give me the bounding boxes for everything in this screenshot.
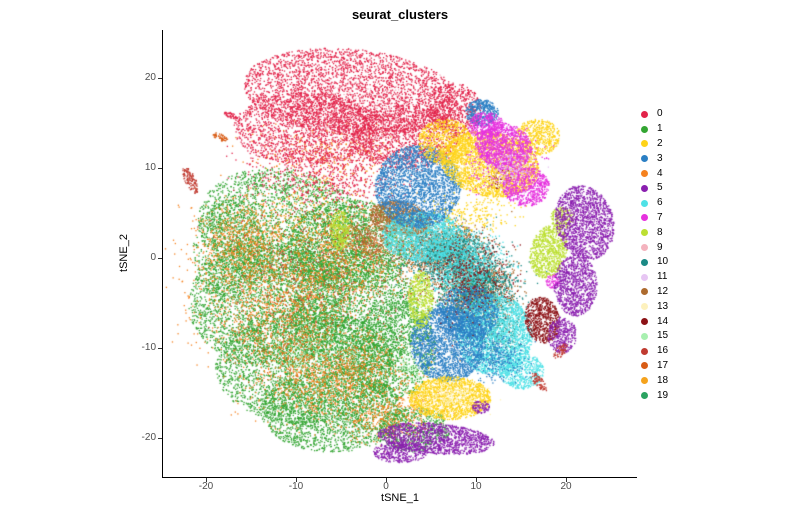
- x-tick-mark: [206, 478, 207, 482]
- legend-color-dot: [641, 244, 648, 252]
- legend-item: 1: [641, 122, 668, 137]
- legend-label: 3: [657, 152, 663, 164]
- legend-label: 1: [657, 123, 663, 135]
- legend-item: 15: [641, 329, 668, 344]
- legend-color-dot: [641, 377, 648, 385]
- legend-item: 6: [641, 196, 668, 211]
- x-tick-label: -20: [198, 481, 214, 492]
- x-axis-title: tSNE_1: [381, 492, 419, 504]
- x-tick-mark: [476, 478, 477, 482]
- cluster-legend: 0 1 2 3 4 5 6 7 8 9 10 11 12 13 14 15 16 17 18 19: [641, 107, 668, 403]
- legend-item: 7: [641, 211, 668, 226]
- legend-item: 19: [641, 388, 668, 403]
- legend-label: 15: [657, 330, 669, 342]
- legend-item: 0: [641, 107, 668, 122]
- legend-label: 11: [657, 271, 668, 283]
- legend-label: 18: [657, 374, 669, 386]
- x-tick-mark: [386, 478, 387, 482]
- y-tick-label: -10: [141, 342, 156, 353]
- legend-item: 2: [641, 137, 668, 152]
- y-tick-mark: [158, 348, 162, 349]
- legend-color-dot: [641, 184, 648, 192]
- legend-color-dot: [641, 303, 648, 311]
- legend-color-dot: [641, 347, 648, 355]
- legend-color-dot: [641, 392, 648, 400]
- legend-color-dot: [641, 288, 648, 296]
- y-tick-label: 0: [150, 252, 156, 263]
- x-tick-label: 10: [470, 481, 482, 492]
- legend-label: 14: [657, 315, 669, 327]
- legend-label: 13: [657, 300, 669, 312]
- legend-color-dot: [641, 110, 648, 118]
- y-tick-label: -20: [141, 432, 156, 443]
- x-tick-label: 20: [560, 481, 572, 492]
- y-tick-mark: [158, 78, 162, 79]
- legend-item: 12: [641, 285, 668, 300]
- legend-color-dot: [641, 170, 648, 178]
- legend-color-dot: [641, 214, 648, 222]
- legend-item: 5: [641, 181, 668, 196]
- legend-color-dot: [641, 273, 648, 281]
- y-tick-mark: [158, 168, 162, 169]
- plot-title: seurat_clusters: [351, 7, 449, 22]
- y-tick-mark: [158, 258, 162, 259]
- legend-color-dot: [641, 332, 648, 340]
- legend-label: 16: [657, 345, 669, 357]
- y-tick-label: 20: [144, 72, 156, 83]
- legend-color-dot: [641, 229, 648, 237]
- y-axis-line: [162, 30, 163, 477]
- legend-label: 19: [657, 389, 669, 401]
- legend-item: 3: [641, 151, 668, 166]
- legend-color-dot: [641, 199, 648, 207]
- legend-label: 0: [657, 108, 663, 120]
- legend-label: 8: [657, 226, 663, 238]
- legend-item: 17: [641, 359, 668, 374]
- legend-item: 4: [641, 166, 668, 181]
- x-tick-label: 0: [383, 481, 389, 492]
- legend-label: 12: [657, 285, 669, 297]
- legend-label: 2: [657, 137, 663, 149]
- legend-label: 9: [657, 241, 663, 253]
- legend-item: 16: [641, 344, 668, 359]
- legend-color-dot: [641, 318, 648, 326]
- legend-color-dot: [641, 125, 648, 133]
- legend-label: 4: [657, 167, 663, 179]
- legend-item: 8: [641, 225, 668, 240]
- legend-label: 6: [657, 197, 663, 209]
- y-tick-label: 10: [144, 162, 156, 173]
- legend-color-dot: [641, 155, 648, 163]
- legend-label: 10: [657, 256, 669, 268]
- legend-label: 7: [657, 211, 663, 223]
- legend-item: 11: [641, 270, 668, 285]
- legend-item: 13: [641, 299, 668, 314]
- legend-color-dot: [641, 140, 648, 148]
- x-tick-mark: [566, 478, 567, 482]
- y-tick-mark: [158, 438, 162, 439]
- legend-item: 9: [641, 240, 668, 255]
- x-tick-label: -10: [288, 481, 304, 492]
- x-axis-line: [162, 477, 637, 478]
- legend-color-dot: [641, 362, 648, 370]
- legend-item: 18: [641, 373, 668, 388]
- x-tick-mark: [296, 478, 297, 482]
- legend-color-dot: [641, 258, 648, 266]
- legend-item: 14: [641, 314, 668, 329]
- legend-label: 5: [657, 182, 663, 194]
- legend-label: 17: [657, 359, 669, 371]
- legend-item: 10: [641, 255, 668, 270]
